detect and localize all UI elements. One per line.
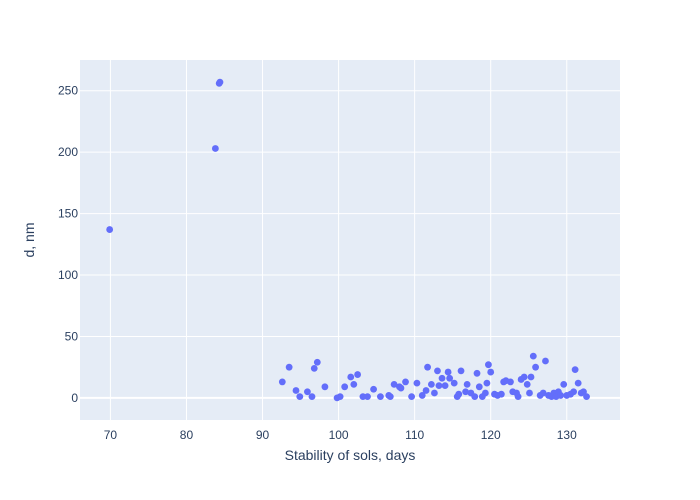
y-tick-label: 100 — [58, 268, 78, 282]
data-point — [350, 380, 358, 388]
axis-ticks: 70 80 90 100 110 120 130 0 50 100 150 200 250 — [58, 84, 577, 442]
grid-lines — [80, 60, 620, 420]
data-point — [354, 371, 362, 378]
data-point — [514, 393, 522, 401]
data-point — [413, 379, 421, 387]
data-point — [386, 393, 394, 401]
x-tick-label: 100 — [329, 428, 349, 442]
data-point — [444, 368, 452, 376]
data-point — [520, 373, 528, 381]
data-point — [308, 393, 316, 401]
data-point — [526, 389, 533, 397]
data-point — [471, 393, 479, 401]
data-point — [560, 380, 568, 388]
data-point — [487, 368, 495, 376]
data-point — [402, 378, 409, 386]
data-point — [539, 389, 547, 397]
y-tick-label: 0 — [71, 391, 78, 405]
y-tick-label: 200 — [58, 145, 78, 159]
data-point — [211, 145, 219, 152]
data-point — [483, 379, 491, 387]
data-point — [336, 393, 344, 401]
data-point — [583, 393, 590, 401]
data-point — [377, 393, 384, 401]
data-point — [529, 352, 537, 360]
x-tick-label: 90 — [256, 428, 270, 442]
data-point — [296, 393, 304, 401]
data-point — [422, 387, 430, 394]
data-point — [106, 226, 114, 233]
data-point — [313, 358, 321, 366]
x-axis-title: Stability of sols, days — [285, 447, 416, 463]
data-point — [462, 388, 470, 396]
data-point — [438, 374, 446, 382]
data-point — [475, 383, 483, 391]
data-point — [347, 373, 355, 381]
data-point — [571, 366, 579, 374]
data-point — [574, 379, 582, 387]
data-point — [431, 389, 438, 397]
data-point — [570, 388, 578, 396]
data-point — [370, 385, 377, 393]
y-tick-label: 50 — [65, 329, 79, 343]
plot-area — [80, 60, 620, 420]
data-point — [341, 383, 349, 391]
data-point — [321, 383, 329, 391]
data-point — [473, 369, 481, 377]
data-point — [278, 378, 286, 386]
data-point — [434, 367, 441, 375]
x-tick-label: 130 — [557, 428, 577, 442]
data-point — [542, 357, 549, 365]
data-point — [216, 78, 224, 86]
data-point — [364, 393, 371, 401]
data-point — [580, 388, 587, 396]
data-point — [507, 378, 514, 386]
data-points — [106, 78, 590, 402]
x-tick-label: 110 — [405, 428, 424, 442]
x-tick-label: 80 — [180, 428, 194, 442]
x-tick-label: 120 — [481, 428, 501, 442]
data-point — [441, 382, 449, 389]
data-point — [427, 380, 435, 388]
data-point — [481, 389, 489, 397]
data-point — [450, 379, 458, 387]
x-tick-label: 70 — [104, 428, 118, 442]
data-point — [485, 361, 492, 369]
data-point — [304, 388, 311, 396]
data-point — [455, 390, 463, 398]
data-point — [408, 393, 416, 401]
data-point — [457, 367, 465, 375]
data-point — [523, 380, 531, 388]
data-point — [390, 380, 398, 388]
data-point — [527, 373, 535, 381]
data-point — [310, 364, 318, 372]
data-point — [285, 363, 293, 371]
data-point — [418, 392, 426, 399]
data-point — [397, 384, 405, 392]
data-point — [532, 363, 539, 371]
y-axis-title: d, nm — [21, 222, 37, 257]
data-point — [446, 374, 454, 382]
y-tick-label: 250 — [58, 84, 78, 98]
data-point — [292, 387, 300, 394]
y-tick-label: 150 — [58, 207, 78, 221]
data-point — [424, 363, 431, 371]
data-point — [435, 382, 443, 389]
data-point — [557, 392, 565, 399]
data-point — [463, 380, 471, 388]
data-point — [497, 390, 505, 398]
